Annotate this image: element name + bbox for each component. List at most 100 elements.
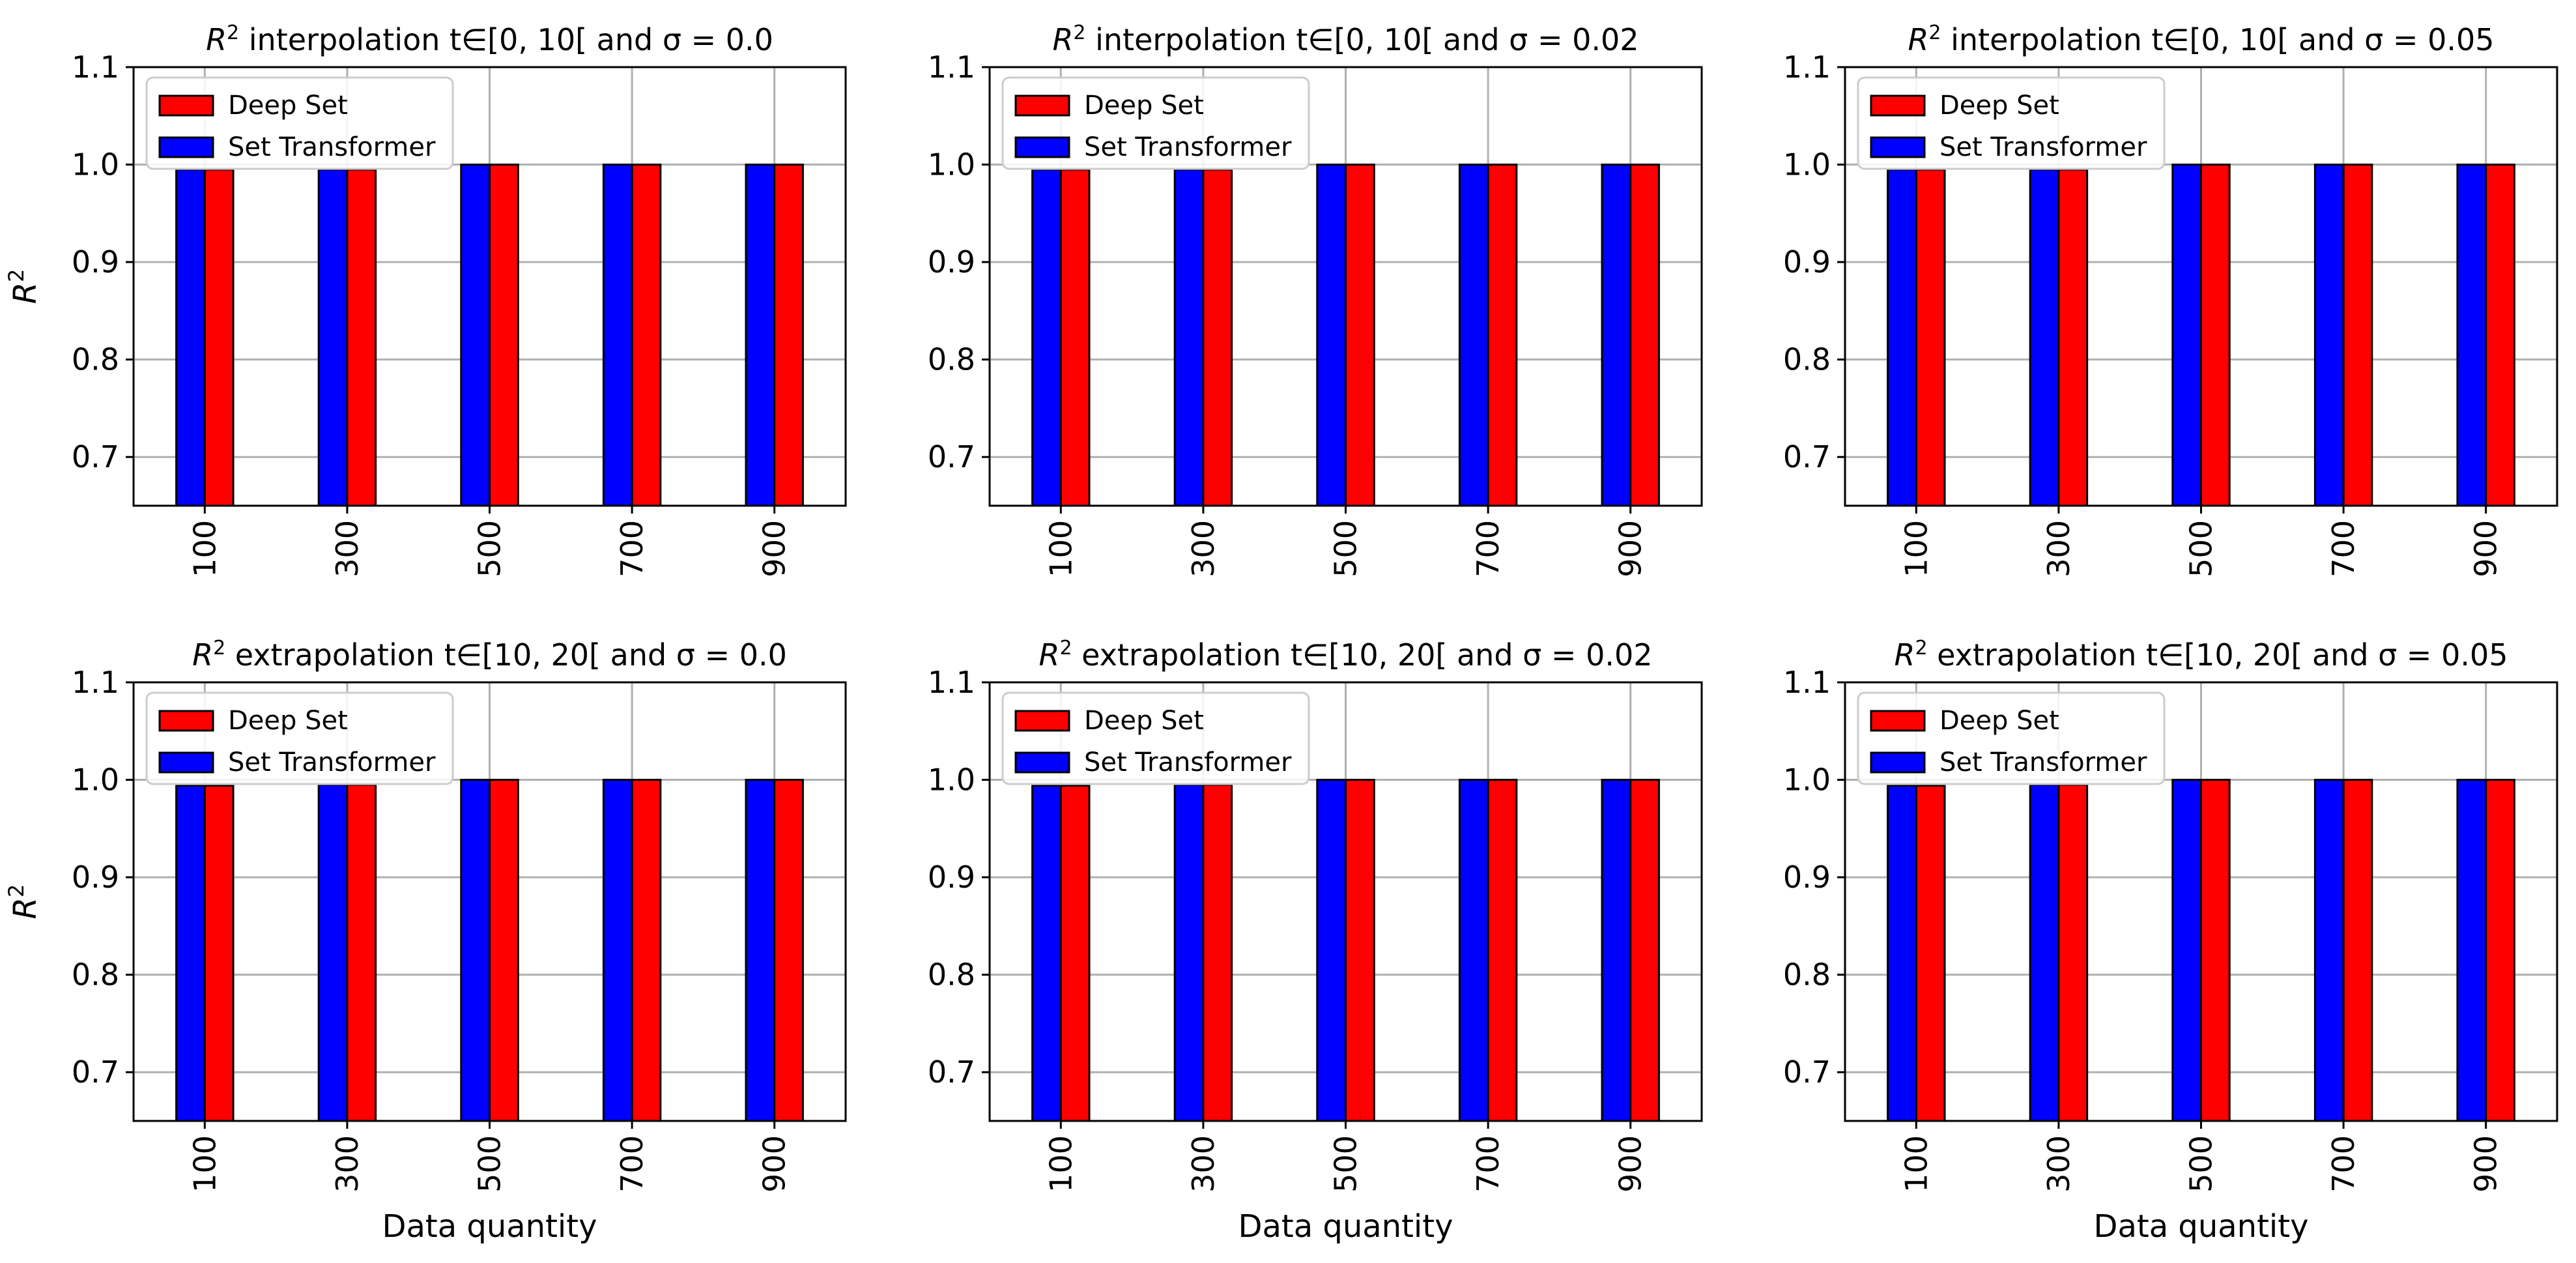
bar-deep-set-300 (1202, 783, 1233, 1121)
chart-panel-5: 0.7 0.8 0.9 1.0 1.1 100 300 500 700 900 R2 extrapo… (928, 637, 1703, 1245)
bar-set-transformer-500 (460, 779, 491, 1121)
chart-title: R2 interpolation t∈[0, 10[ and σ = 0.05 (1908, 22, 2494, 58)
bar-set-transformer-700 (1458, 164, 1489, 506)
bar-deep-set-300 (2057, 783, 2089, 1121)
chart-title: R2 interpolation t∈[0, 10[ and σ = 0.02 (1052, 22, 1639, 58)
y-tick-label: 0.7 (1783, 439, 1831, 474)
y-tick-label: 1.0 (1783, 147, 1831, 182)
y-tick-label: 0.9 (928, 860, 975, 895)
x-tick-label: 700 (2326, 1135, 2361, 1193)
bar-deep-set-900 (773, 164, 804, 506)
legend-label: Deep Set (1939, 706, 2059, 736)
chart-panel-3: 0.7 0.8 0.9 1.0 1.1 100 300 500 700 900 R2 interpo… (1783, 22, 2558, 577)
bar-deep-set-500 (2200, 164, 2231, 506)
bar-deep-set-900 (1629, 164, 1660, 506)
bar-deep-set-700 (1487, 779, 1518, 1121)
bar-set-transformer-100 (1031, 785, 1062, 1121)
y-tick-label: 0.8 (928, 342, 975, 377)
y-tick-label: 1.1 (928, 50, 975, 85)
bar-deep-set-100 (203, 168, 235, 506)
bar-deep-set-700 (631, 779, 662, 1121)
y-tick-label: 1.1 (72, 665, 119, 700)
bar-set-transformer-700 (602, 164, 633, 506)
x-tick-label: 300 (1186, 520, 1221, 577)
bar-deep-set-900 (2485, 779, 2515, 1121)
legend-swatch-deep-set (1870, 94, 1926, 117)
x-tick-label: 100 (1898, 1135, 1934, 1193)
y-tick-label: 0.8 (1783, 342, 1831, 377)
legend-swatch-set-transformer (158, 751, 214, 774)
legend-swatch-deep-set (158, 94, 214, 117)
legend: Deep Set Set Transformer (1857, 691, 2166, 785)
bar-set-transformer-900 (745, 164, 776, 506)
bar-set-transformer-100 (175, 785, 206, 1121)
x-tick-label: 700 (614, 1135, 650, 1193)
bar-deep-set-500 (489, 164, 519, 506)
legend: Deep Set Set Transformer (145, 691, 454, 785)
x-tick-label: 100 (1043, 520, 1078, 577)
x-tick-label: 500 (1328, 1135, 1364, 1193)
legend-label: Set Transformer (1939, 132, 2147, 162)
legend-box (1857, 76, 2166, 170)
y-tick-label: 0.7 (72, 1054, 119, 1090)
y-tick-label: 1.0 (72, 147, 119, 182)
x-tick-label: 700 (2326, 520, 2361, 577)
bar-set-transformer-500 (1316, 779, 1347, 1121)
legend: Deep Set Set Transformer (1857, 76, 2166, 170)
legend-label: Deep Set (1939, 91, 2059, 121)
bar-set-transformer-100 (1887, 785, 1917, 1121)
y-tick-label: 0.8 (928, 957, 975, 993)
x-tick-label: 300 (2041, 520, 2076, 577)
y-tick-label: 0.7 (1783, 1054, 1831, 1090)
y-tick-label: 1.0 (72, 762, 119, 798)
bar-deep-set-100 (1915, 168, 1946, 506)
x-tick-label: 500 (2184, 520, 2219, 577)
legend: Deep Set Set Transformer (1001, 691, 1310, 785)
y-tick-label: 0.8 (1783, 957, 1831, 993)
x-tick-label: 300 (330, 520, 365, 577)
bar-set-transformer-500 (460, 164, 491, 506)
y-tick-label: 0.9 (1783, 244, 1831, 280)
x-tick-label: 300 (1186, 1135, 1221, 1193)
bar-set-transformer-500 (2171, 779, 2203, 1121)
bar-set-transformer-300 (2029, 783, 2060, 1121)
y-tick-label: 0.7 (928, 439, 975, 474)
chart-title: R2 extrapolation t∈[10, 20[ and σ = 0.0 (192, 637, 787, 673)
x-axis-label: Data quantity (382, 1208, 597, 1245)
x-tick-label: 500 (2184, 1135, 2219, 1193)
x-tick-label: 500 (1328, 520, 1364, 577)
y-tick-label: 1.1 (928, 665, 975, 700)
bar-set-transformer-700 (2313, 164, 2345, 506)
x-tick-label: 100 (1043, 1135, 1078, 1193)
bar-group (1887, 164, 2515, 506)
x-tick-label: 500 (472, 1135, 508, 1193)
x-tick-label: 700 (1470, 1135, 1506, 1193)
bar-set-transformer-100 (1887, 168, 1917, 506)
legend-swatch-set-transformer (1014, 136, 1070, 158)
y-axis-label: R2 (4, 884, 44, 920)
bar-set-transformer-900 (745, 779, 776, 1121)
legend-label: Set Transformer (1084, 132, 1292, 162)
chart-panel-6: 0.7 0.8 0.9 1.0 1.1 100 300 500 700 900 R2 extrapo… (1783, 637, 2558, 1245)
bar-group (175, 779, 804, 1121)
chart-title: R2 interpolation t∈[0, 10[ and σ = 0.0 (206, 22, 773, 58)
bar-set-transformer-300 (317, 168, 349, 506)
legend-label: Set Transformer (1084, 748, 1292, 777)
legend-box (145, 691, 454, 785)
bar-group (1031, 779, 1660, 1121)
chart-panel-4: 0.7 0.8 0.9 1.0 1.1 100 300 500 700 900 R2 extrapo… (4, 637, 847, 1245)
legend-swatch-set-transformer (1870, 136, 1926, 158)
x-tick-label: 100 (187, 520, 222, 577)
bar-set-transformer-700 (1458, 779, 1489, 1121)
bar-set-transformer-300 (1173, 168, 1205, 506)
x-tick-label: 900 (1613, 520, 1648, 577)
bar-deep-set-300 (1202, 168, 1233, 506)
bar-group (1031, 164, 1660, 506)
bar-group (175, 164, 804, 506)
chart-title: R2 extrapolation t∈[10, 20[ and σ = 0.05 (1894, 637, 2508, 673)
y-tick-label: 0.7 (928, 1054, 975, 1090)
y-tick-label: 1.0 (928, 147, 975, 182)
y-tick-label: 0.9 (72, 860, 119, 895)
legend-label: Set Transformer (228, 132, 436, 162)
